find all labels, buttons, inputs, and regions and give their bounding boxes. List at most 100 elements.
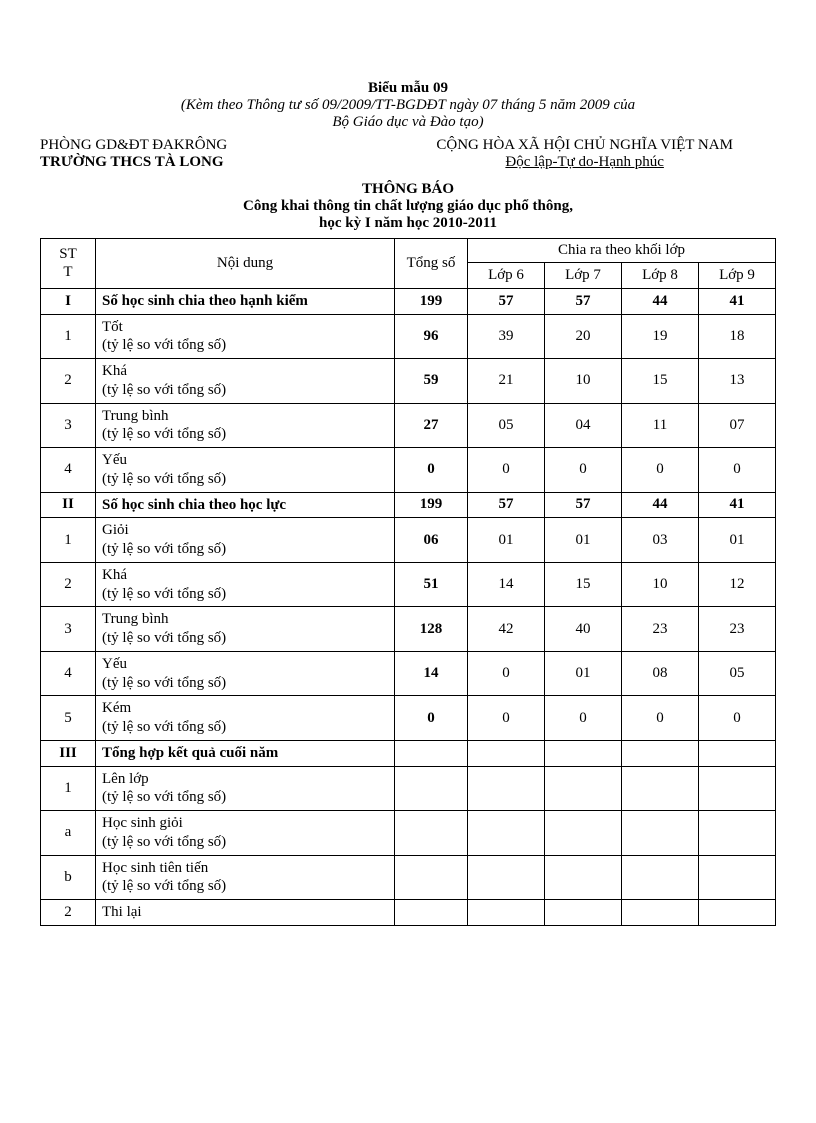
cell-label: Học sinh giỏi(tỷ lệ so với tổng số) (96, 811, 395, 856)
cell-lop8: 44 (622, 288, 699, 314)
cell-lop6: 42 (468, 607, 545, 652)
cell-lop7: 40 (545, 607, 622, 652)
cell-lop6 (468, 855, 545, 900)
cell-lop9 (699, 855, 776, 900)
table-row: 5Kém(tỷ lệ so với tổng số)00000 (41, 696, 776, 741)
table-row: 1Lên lớp(tỷ lệ so với tổng số) (41, 766, 776, 811)
cell-lop6: 57 (468, 288, 545, 314)
cell-stt: 3 (41, 403, 96, 448)
cell-stt: III (41, 740, 96, 766)
cell-tong: 199 (395, 288, 468, 314)
cell-tong: 06 (395, 518, 468, 563)
cell-lop9: 0 (699, 448, 776, 493)
th-lop8: Lớp 8 (622, 263, 699, 289)
cell-lop7 (545, 900, 622, 926)
cell-tong: 0 (395, 448, 468, 493)
cell-label: Trung bình(tỷ lệ so với tổng số) (96, 403, 395, 448)
th-tongso: Tổng số (395, 239, 468, 289)
th-lop6: Lớp 6 (468, 263, 545, 289)
cell-tong: 96 (395, 314, 468, 359)
table-row: 2Thi lại (41, 900, 776, 926)
cell-lop8 (622, 766, 699, 811)
cell-lop7: 0 (545, 448, 622, 493)
cell-lop6: 14 (468, 562, 545, 607)
subtitle-line-2: Bộ Giáo dục và Đào tạo) (40, 114, 776, 131)
cell-stt: 3 (41, 607, 96, 652)
cell-lop7 (545, 811, 622, 856)
cell-lop6: 0 (468, 651, 545, 696)
school-name: TRƯỜNG THCS TÀ LONG (40, 154, 393, 171)
cell-lop6 (468, 766, 545, 811)
table-row: ISố học sinh chia theo hạnh kiểm19957574… (41, 288, 776, 314)
subtitle-line-1: (Kèm theo Thông tư số 09/2009/TT-BGDĐT n… (40, 97, 776, 114)
cell-lop6: 0 (468, 696, 545, 741)
th-chiara: Chia ra theo khối lớp (468, 239, 776, 263)
cell-lop9: 41 (699, 288, 776, 314)
th-noidung: Nội dung (96, 239, 395, 289)
th-lop9: Lớp 9 (699, 263, 776, 289)
cell-lop7: 0 (545, 696, 622, 741)
form-number: Biểu mẫu 09 (40, 80, 776, 97)
title-line-2: học kỳ I năm học 2010-2011 (40, 215, 776, 232)
cell-lop8: 15 (622, 359, 699, 404)
cell-label: Thi lại (96, 900, 395, 926)
cell-lop9: 0 (699, 696, 776, 741)
table-row: 1Giỏi(tỷ lệ so với tổng số)0601010301 (41, 518, 776, 563)
cell-lop7 (545, 740, 622, 766)
table-row: 2Khá(tỷ lệ so với tổng số)5921101513 (41, 359, 776, 404)
table-row: IIITổng hợp kết quả cuối năm (41, 740, 776, 766)
cell-tong (395, 811, 468, 856)
cell-tong (395, 766, 468, 811)
cell-lop7: 01 (545, 651, 622, 696)
cell-lop8 (622, 900, 699, 926)
header-row: PHÒNG GD&ĐT ĐAKRÔNG TRƯỜNG THCS TÀ LONG … (40, 137, 776, 171)
cell-lop9: 13 (699, 359, 776, 404)
cell-tong: 51 (395, 562, 468, 607)
cell-lop6 (468, 900, 545, 926)
cell-lop9 (699, 900, 776, 926)
cell-tong (395, 740, 468, 766)
cell-label: Giỏi(tỷ lệ so với tổng số) (96, 518, 395, 563)
cell-stt: a (41, 811, 96, 856)
cell-stt: b (41, 855, 96, 900)
cell-stt: 1 (41, 766, 96, 811)
cell-lop6: 0 (468, 448, 545, 493)
cell-stt: 1 (41, 314, 96, 359)
cell-lop9: 05 (699, 651, 776, 696)
cell-label: Yếu(tỷ lệ so với tổng số) (96, 448, 395, 493)
cell-lop7 (545, 855, 622, 900)
cell-lop9 (699, 811, 776, 856)
cell-lop9: 23 (699, 607, 776, 652)
cell-lop8: 23 (622, 607, 699, 652)
cell-lop8: 10 (622, 562, 699, 607)
cell-label: Lên lớp(tỷ lệ so với tổng số) (96, 766, 395, 811)
cell-lop8 (622, 855, 699, 900)
cell-lop7: 57 (545, 492, 622, 518)
cell-lop7 (545, 766, 622, 811)
cell-label: Khá(tỷ lệ so với tổng số) (96, 359, 395, 404)
cell-lop9: 12 (699, 562, 776, 607)
cell-lop9 (699, 766, 776, 811)
cell-tong: 59 (395, 359, 468, 404)
cell-label: Tốt(tỷ lệ so với tổng số) (96, 314, 395, 359)
cell-lop8 (622, 740, 699, 766)
cell-tong: 14 (395, 651, 468, 696)
cell-tong: 27 (395, 403, 468, 448)
cell-label: Khá(tỷ lệ so với tổng số) (96, 562, 395, 607)
cell-tong: 0 (395, 696, 468, 741)
cell-lop7: 01 (545, 518, 622, 563)
motto: Độc lập-Tự do-Hạnh phúc (393, 154, 776, 171)
bao-word: BÁO (422, 181, 455, 197)
table-row: 3Trung bình(tỷ lệ so với tổng số)1284240… (41, 607, 776, 652)
table-row: 4Yếu(tỷ lệ so với tổng số)00000 (41, 448, 776, 493)
table-body: ISố học sinh chia theo hạnh kiểm19957574… (41, 288, 776, 925)
cell-lop6: 01 (468, 518, 545, 563)
cell-stt: 2 (41, 562, 96, 607)
cell-lop7: 15 (545, 562, 622, 607)
cell-lop8: 0 (622, 696, 699, 741)
cell-stt: 2 (41, 359, 96, 404)
cell-lop9: 18 (699, 314, 776, 359)
cell-lop6: 05 (468, 403, 545, 448)
cell-lop7: 57 (545, 288, 622, 314)
table-row: aHọc sinh giỏi(tỷ lệ so với tổng số) (41, 811, 776, 856)
